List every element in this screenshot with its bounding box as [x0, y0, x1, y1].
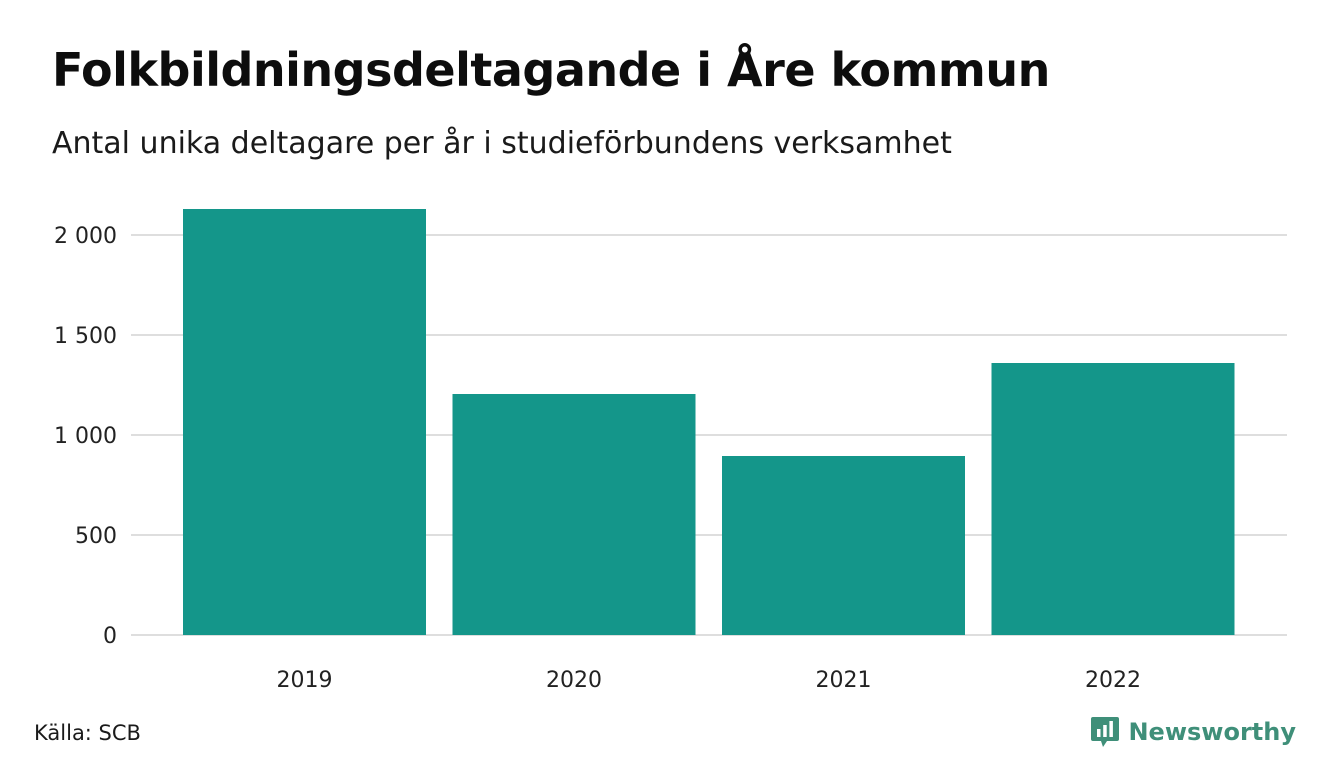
- bar-2021: [722, 456, 965, 635]
- x-tick-label: 2019: [277, 668, 333, 693]
- y-tick-label: 1 500: [54, 324, 117, 349]
- x-axis-ticks: 2019 2020 2021 2022: [277, 668, 1142, 693]
- x-tick-label: 2021: [816, 668, 872, 693]
- chart-title: Folkbildningsdeltagande i Åre kommun: [52, 43, 1050, 97]
- x-tick-label: 2022: [1085, 668, 1141, 693]
- bars: [183, 209, 1235, 635]
- x-tick-label: 2020: [546, 668, 602, 693]
- y-tick-label: 1 000: [54, 424, 117, 449]
- y-tick-label: 0: [103, 624, 117, 649]
- source-note: Källa: SCB: [34, 721, 141, 745]
- bar-2020: [452, 394, 696, 635]
- y-tick-label: 2 000: [54, 224, 117, 249]
- y-axis-ticks: 0 500 1 000 1 500 2 000: [54, 224, 117, 649]
- newsworthy-logo-icon: [1091, 717, 1120, 747]
- bar-2022: [991, 363, 1235, 635]
- brand-name: Newsworthy: [1128, 718, 1296, 746]
- chart-subtitle: Antal unika deltagare per år i studieför…: [52, 126, 952, 161]
- bar-2019: [183, 209, 426, 635]
- y-tick-label: 500: [75, 524, 117, 549]
- brand-logo: Newsworthy: [1090, 712, 1296, 752]
